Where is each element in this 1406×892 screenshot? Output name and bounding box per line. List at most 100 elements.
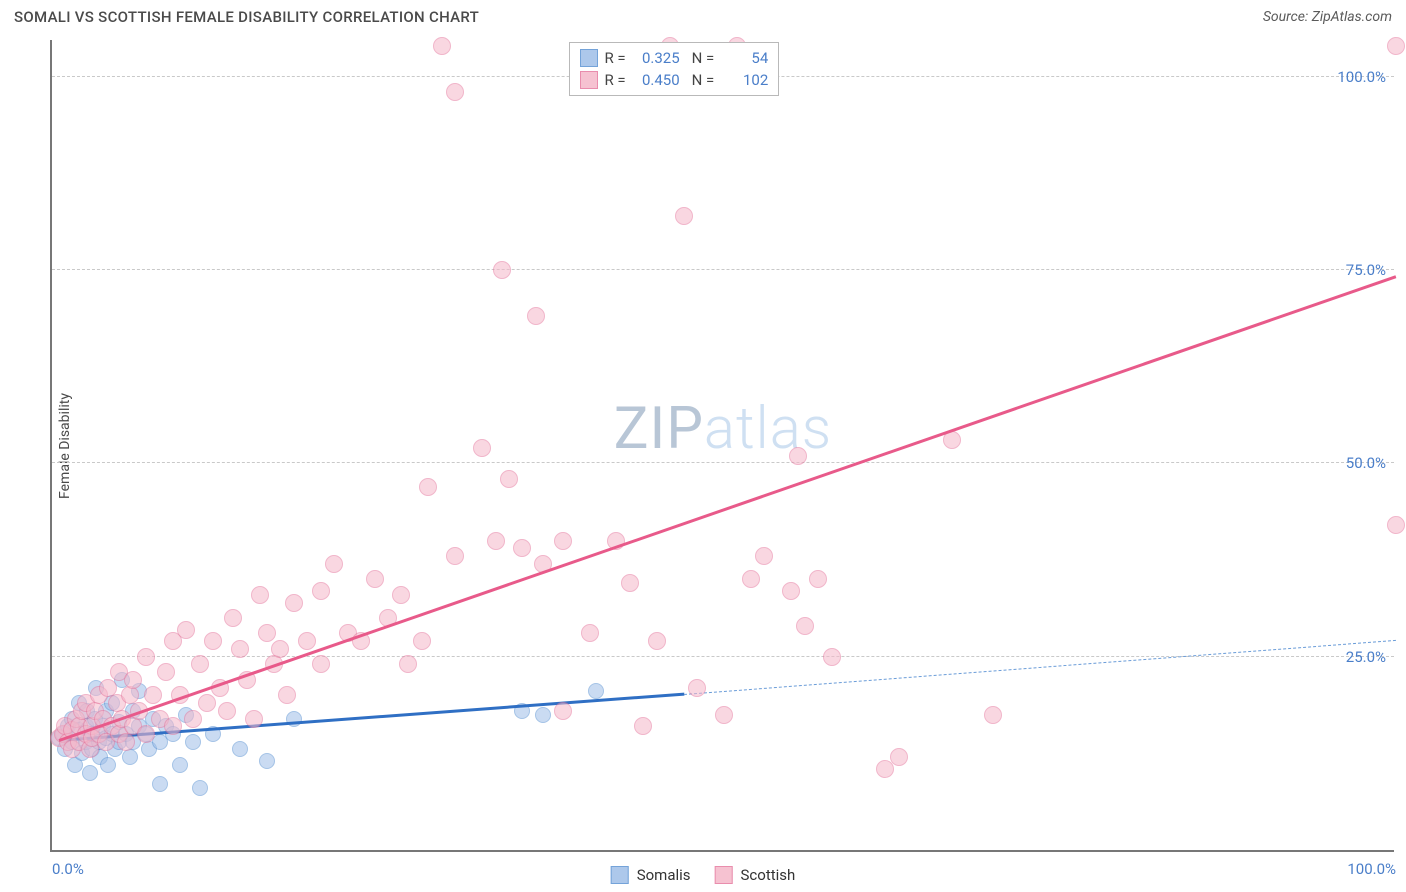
- data-point-scottish: [500, 470, 518, 488]
- legend-swatch-somalis: [611, 866, 629, 884]
- n-label: N =: [692, 49, 715, 67]
- data-point-scottish: [312, 655, 330, 673]
- data-point-scottish: [473, 439, 491, 457]
- data-point-scottish: [137, 725, 155, 743]
- data-point-somalis: [122, 749, 138, 765]
- data-point-scottish: [782, 582, 800, 600]
- legend-item-scottish: Scottish: [715, 866, 796, 884]
- data-point-scottish: [366, 570, 384, 588]
- data-point-scottish: [177, 621, 195, 639]
- x-tick-label: 100.0%: [1347, 860, 1396, 878]
- watermark-part2: atlas: [704, 395, 832, 463]
- data-point-somalis: [259, 753, 275, 769]
- data-point-scottish: [581, 624, 599, 642]
- data-point-scottish: [419, 478, 437, 496]
- data-point-scottish: [137, 648, 155, 666]
- data-point-somalis: [232, 741, 248, 757]
- data-point-scottish: [621, 574, 639, 592]
- gridline: [52, 462, 1394, 463]
- data-point-scottish: [392, 586, 410, 604]
- legend-swatch-somalis: [580, 49, 598, 67]
- data-point-scottish: [117, 733, 135, 751]
- data-point-scottish: [285, 594, 303, 612]
- chart-area: ZIPatlas 25.0%50.0%75.0%100.0%0.0%100.0%…: [50, 40, 1394, 852]
- data-point-scottish: [278, 686, 296, 704]
- data-point-scottish: [218, 702, 236, 720]
- correlation-row-somalis: R = 0.325 N = 54: [580, 47, 768, 69]
- data-point-scottish: [648, 632, 666, 650]
- data-point-scottish: [984, 706, 1002, 724]
- legend-label-scottish: Scottish: [741, 866, 796, 884]
- data-point-scottish: [513, 539, 531, 557]
- data-point-scottish: [796, 617, 814, 635]
- data-point-somalis: [192, 780, 208, 796]
- r-label: R =: [604, 49, 625, 67]
- data-point-somalis: [185, 734, 201, 750]
- data-point-scottish: [204, 632, 222, 650]
- data-point-scottish: [413, 632, 431, 650]
- data-point-scottish: [715, 706, 733, 724]
- data-point-somalis: [82, 765, 98, 781]
- data-point-scottish: [191, 655, 209, 673]
- data-point-scottish: [144, 686, 162, 704]
- data-point-scottish: [755, 547, 773, 565]
- data-point-somalis: [100, 757, 116, 773]
- data-point-scottish: [823, 648, 841, 666]
- trend-line-scottish: [58, 275, 1396, 741]
- data-point-somalis: [172, 757, 188, 773]
- data-point-scottish: [688, 679, 706, 697]
- data-point-scottish: [258, 624, 276, 642]
- n-label: N =: [692, 71, 715, 89]
- data-point-scottish: [224, 609, 242, 627]
- trend-line-somalis-extend: [684, 640, 1396, 695]
- y-tick-label: 50.0%: [1346, 454, 1386, 472]
- data-point-scottish: [446, 83, 464, 101]
- data-point-scottish: [742, 570, 760, 588]
- data-point-somalis: [152, 776, 168, 792]
- data-point-scottish: [1387, 516, 1405, 534]
- data-point-scottish: [487, 532, 505, 550]
- r-label: R =: [604, 71, 625, 89]
- data-point-scottish: [184, 710, 202, 728]
- data-point-scottish: [157, 663, 175, 681]
- data-point-scottish: [198, 694, 216, 712]
- legend-swatch-scottish: [580, 71, 598, 89]
- y-tick-label: 100.0%: [1337, 68, 1386, 86]
- gridline: [52, 269, 1394, 270]
- data-point-scottish: [271, 640, 289, 658]
- r-value-scottish: 0.450: [632, 71, 680, 89]
- data-point-scottish: [446, 547, 464, 565]
- data-point-scottish: [251, 586, 269, 604]
- data-point-scottish: [231, 640, 249, 658]
- data-point-scottish: [554, 702, 572, 720]
- data-point-scottish: [399, 655, 417, 673]
- data-point-scottish: [124, 671, 142, 689]
- data-point-scottish: [809, 570, 827, 588]
- data-point-scottish: [890, 748, 908, 766]
- data-point-scottish: [943, 431, 961, 449]
- n-value-somalis: 54: [720, 49, 768, 67]
- chart-title: SOMALI VS SCOTTISH FEMALE DISABILITY COR…: [14, 8, 479, 26]
- data-point-scottish: [493, 261, 511, 279]
- y-tick-label: 25.0%: [1346, 648, 1386, 666]
- source-attribution: Source: ZipAtlas.com: [1263, 9, 1392, 25]
- plot-area: ZIPatlas 25.0%50.0%75.0%100.0%0.0%100.0%…: [50, 40, 1394, 852]
- data-point-somalis: [535, 707, 551, 723]
- data-point-scottish: [527, 307, 545, 325]
- x-tick-label: 0.0%: [52, 860, 84, 878]
- data-point-scottish: [298, 632, 316, 650]
- data-point-scottish: [634, 717, 652, 735]
- series-legend: Somalis Scottish: [611, 866, 796, 884]
- n-value-scottish: 102: [720, 71, 768, 89]
- data-point-scottish: [554, 532, 572, 550]
- legend-item-somalis: Somalis: [611, 866, 691, 884]
- data-point-scottish: [789, 447, 807, 465]
- data-point-scottish: [245, 710, 263, 728]
- data-point-scottish: [1387, 37, 1405, 55]
- data-point-scottish: [312, 582, 330, 600]
- data-point-scottish: [164, 717, 182, 735]
- correlation-legend: R = 0.325 N = 54 R = 0.450 N = 102: [569, 42, 779, 96]
- r-value-somalis: 0.325: [632, 49, 680, 67]
- watermark-part1: ZIP: [614, 395, 704, 463]
- data-point-scottish: [433, 37, 451, 55]
